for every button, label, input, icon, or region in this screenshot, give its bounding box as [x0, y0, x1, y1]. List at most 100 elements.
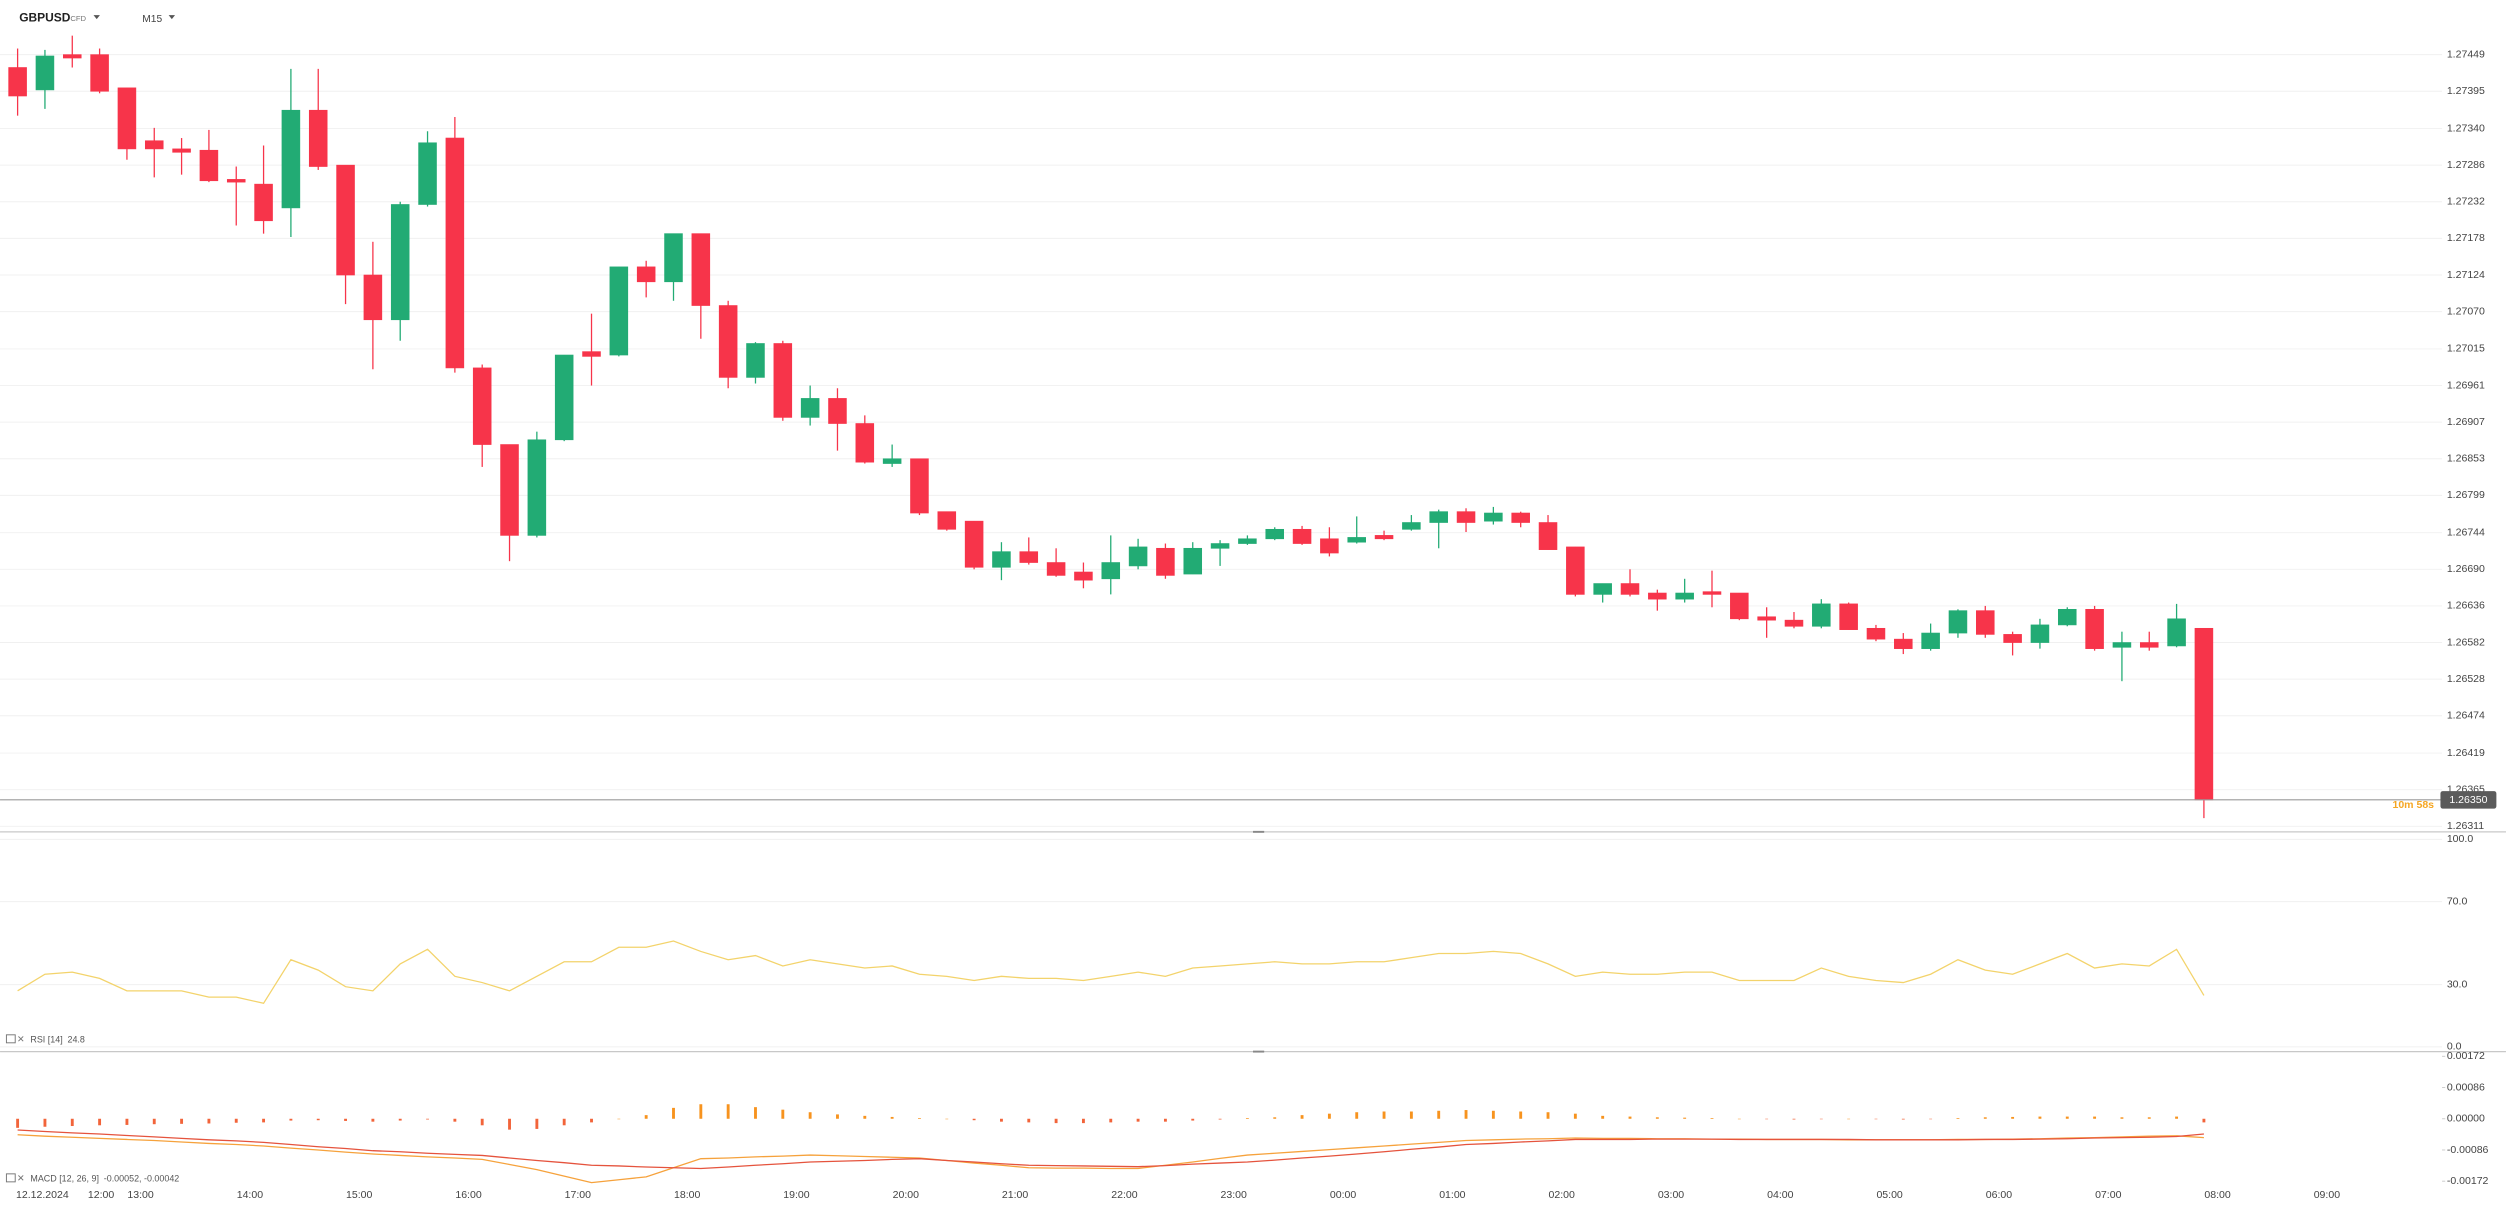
y-tick-label: 1.26853 — [2447, 453, 2485, 465]
timeframe[interactable]: M15 — [142, 14, 162, 25]
y-tick-label: 1.27395 — [2447, 85, 2485, 97]
candle-body — [1702, 591, 1722, 595]
y-tick-label: 1.27178 — [2447, 232, 2485, 244]
histogram-bar — [1054, 1118, 1058, 1124]
candle-body — [992, 551, 1011, 568]
x-tick-label: 12:00 — [88, 1189, 114, 1201]
candle-body — [2194, 627, 2214, 801]
candle-body — [2167, 618, 2186, 647]
histogram-bar — [918, 1118, 921, 1119]
histogram-bar — [2120, 1117, 2124, 1119]
candle-body — [8, 67, 27, 97]
candle-body — [1238, 538, 1257, 544]
y-tick-label: 1.27015 — [2447, 343, 2485, 355]
histogram-bar — [672, 1107, 675, 1119]
candle-body — [336, 164, 355, 276]
histogram-bar — [2147, 1117, 2151, 1119]
histogram-bar — [1327, 1113, 1331, 1119]
candle-body — [1320, 538, 1339, 554]
candle-body — [2058, 608, 2077, 626]
candle-body — [172, 148, 191, 153]
histogram-bar — [1218, 1118, 1222, 1120]
histogram-bar — [1792, 1118, 1796, 1120]
y-tick-label: 1.26311 — [2447, 820, 2484, 832]
symbol-badge: CFD — [70, 14, 86, 23]
histogram-bar — [508, 1118, 511, 1130]
candle-body — [472, 367, 492, 445]
histogram-bar — [699, 1104, 703, 1119]
histogram-bar — [1382, 1111, 1386, 1119]
y-tick-label: 1.27286 — [2447, 159, 2485, 171]
histogram-bar — [890, 1116, 894, 1119]
histogram-bar — [1491, 1110, 1495, 1119]
candle-body — [664, 233, 683, 283]
y-tick-label: 0.0 — [2447, 1041, 2462, 1053]
y-tick-label: 1.26799 — [2447, 489, 2485, 501]
candle-body — [1675, 592, 1694, 600]
histogram-bar — [1546, 1112, 1550, 1119]
macd-legend: MACD [12, 26, 9] -0.00052, -0.00042 — [30, 1174, 179, 1184]
histogram-bar — [2175, 1116, 2179, 1119]
histogram-bar — [480, 1118, 484, 1126]
x-tick-label: 23:00 — [1221, 1189, 1247, 1201]
histogram-bar — [453, 1118, 457, 1122]
candle-body — [1757, 616, 1776, 621]
histogram-bar — [726, 1104, 730, 1119]
candle-body — [800, 398, 820, 418]
candle-body — [882, 458, 902, 464]
marks-layer — [0, 35, 2443, 1184]
histogram-bar — [1109, 1118, 1113, 1123]
histogram-bar — [262, 1118, 266, 1123]
candle-body — [363, 274, 383, 321]
x-tick-label: 01:00 — [1439, 1189, 1465, 1201]
y-tick-label: 1.26474 — [2447, 710, 2485, 722]
candle-body — [691, 233, 711, 306]
candle-body — [445, 137, 465, 369]
x-date-label: 12.12.2024 — [16, 1189, 69, 1201]
x-tick-label: 22:00 — [1111, 1189, 1137, 1201]
y-tick-label: 1.26419 — [2447, 747, 2485, 759]
candle-body — [1648, 592, 1667, 600]
indicator-settings-icon[interactable] — [5, 1173, 16, 1183]
indicator-close-icon[interactable] — [18, 1036, 24, 1042]
histogram-bar — [1464, 1110, 1468, 1119]
indicator-settings-icon[interactable] — [5, 1034, 16, 1044]
candle-body — [1347, 537, 1366, 543]
histogram-bar — [1355, 1112, 1359, 1119]
candle-body — [1402, 522, 1421, 530]
x-tick-label: 08:00 — [2204, 1189, 2230, 1201]
histogram-bar — [180, 1118, 184, 1124]
candle-body — [527, 439, 547, 536]
y-tick-label: 1.27232 — [2447, 196, 2485, 208]
candle-body — [1894, 638, 1913, 649]
y-tick-label: 0.00086 — [2447, 1081, 2485, 1093]
x-tick-label: 00:00 — [1330, 1189, 1356, 1201]
candle-body — [1784, 619, 1804, 627]
dropdown-caret[interactable] — [93, 15, 100, 20]
y-tick-label: 1.26744 — [2447, 526, 2485, 538]
indicator-close-icon[interactable] — [18, 1175, 24, 1181]
candle-body — [1183, 547, 1203, 575]
x-tick-label: 20:00 — [893, 1189, 919, 1201]
rsi-legend: RSI [14] 24.8 — [30, 1035, 85, 1045]
candle-body — [1456, 511, 1476, 523]
candle-body — [554, 354, 574, 441]
candle-body — [773, 343, 793, 418]
histogram-bar — [1683, 1117, 1687, 1119]
histogram-bar — [98, 1118, 102, 1126]
dropdown-caret[interactable] — [168, 15, 176, 20]
candle-body — [1210, 543, 1230, 549]
candle-body — [1812, 603, 1831, 627]
histogram-bar — [1437, 1110, 1441, 1119]
histogram-bar — [316, 1118, 320, 1121]
symbol[interactable]: GBPUSD — [19, 11, 71, 25]
histogram-bar — [808, 1112, 812, 1119]
candle-body — [964, 520, 984, 568]
candle-body — [2030, 624, 2050, 643]
histogram-bar — [1245, 1118, 1249, 1119]
rsi-line — [17, 940, 2205, 1005]
y-tick-label: -0.00086 — [2447, 1144, 2489, 1156]
histogram-bar — [234, 1118, 238, 1123]
